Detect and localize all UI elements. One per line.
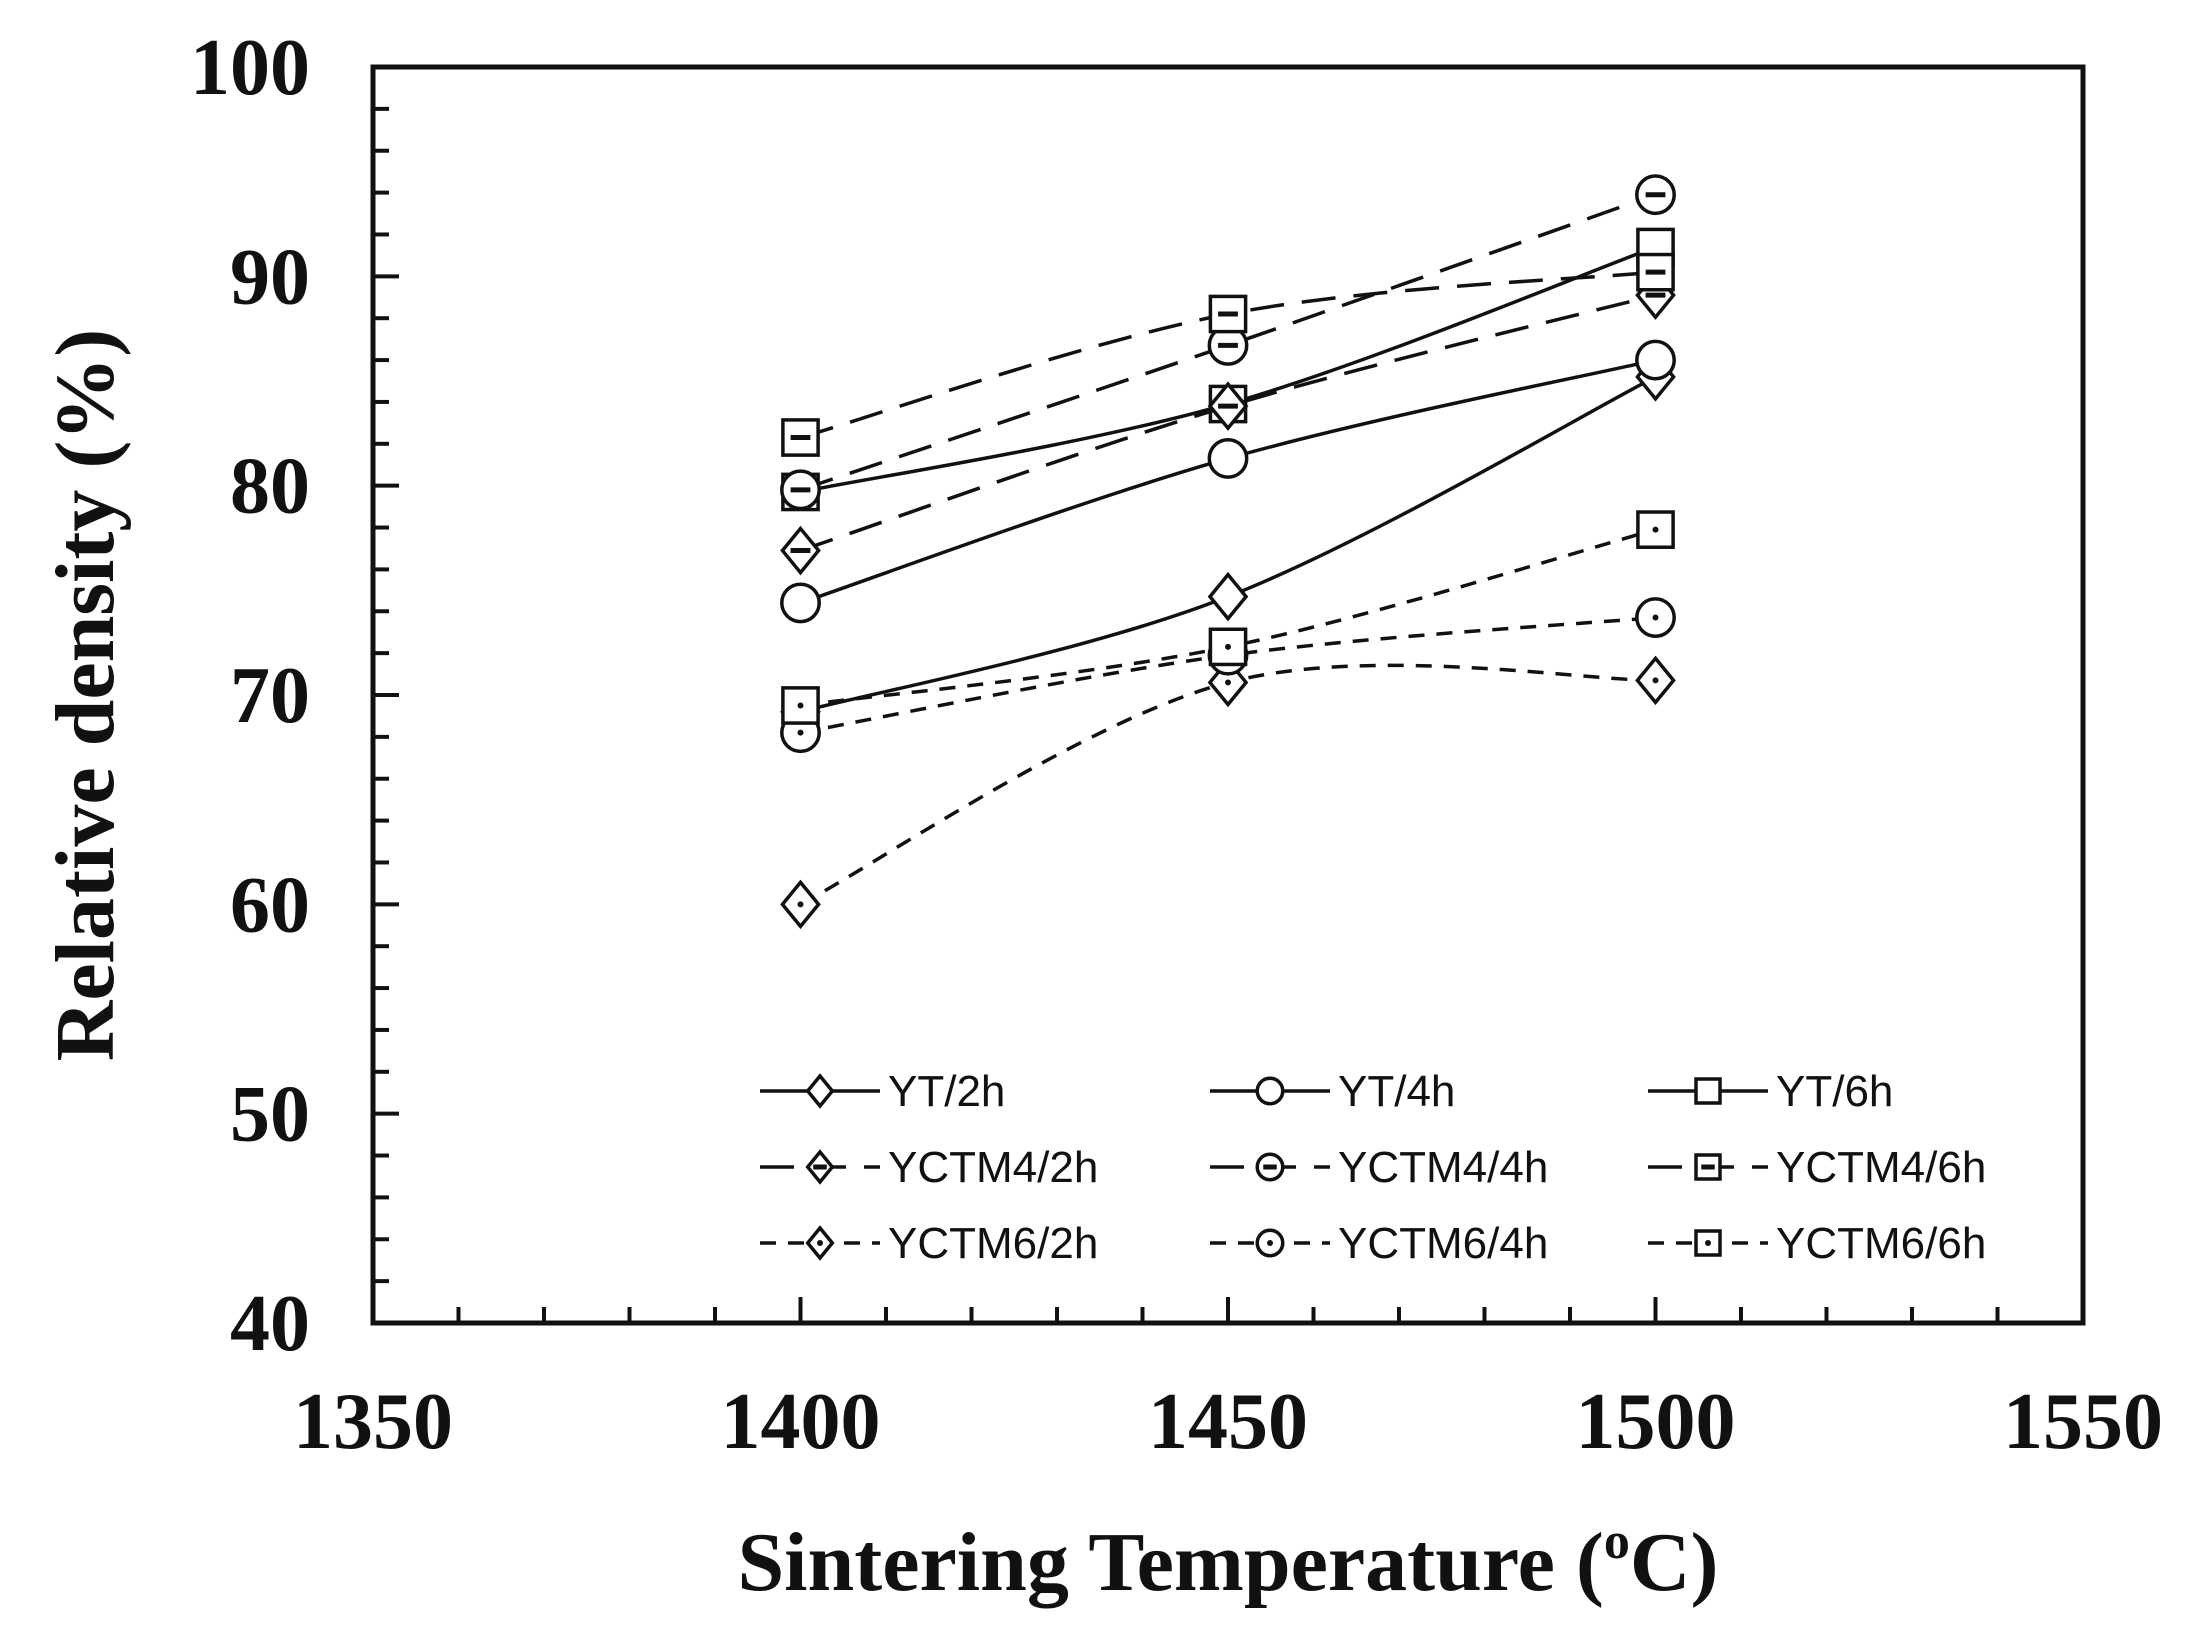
legend-marker bbox=[805, 1225, 835, 1261]
legend-label: YT/6h bbox=[1776, 1067, 1893, 1116]
marker-dot bbox=[1267, 1240, 1273, 1246]
data-point bbox=[1635, 597, 1676, 638]
legend-marker bbox=[805, 1073, 835, 1109]
legend-marker bbox=[1694, 1153, 1722, 1181]
legend-label: YCTM4/4h bbox=[1338, 1143, 1548, 1192]
legend-label: YT/2h bbox=[888, 1067, 1005, 1116]
y-tick-label: 80 bbox=[230, 443, 310, 531]
legend-marker bbox=[1694, 1077, 1722, 1105]
legend-marker bbox=[1255, 1076, 1285, 1106]
y-axis-title: Relative density (%) bbox=[39, 329, 132, 1062]
square-marker bbox=[1694, 1077, 1722, 1105]
legend-label: YCTM4/2h bbox=[888, 1143, 1098, 1192]
legend-label: YCTM6/4h bbox=[1338, 1219, 1548, 1268]
data-point bbox=[1635, 655, 1676, 706]
y-tick-label: 60 bbox=[230, 861, 310, 949]
x-tick-label: 1400 bbox=[721, 1378, 881, 1466]
x-axis-title: Sintering Temperature (oC) bbox=[737, 1513, 1718, 1609]
legend-marker bbox=[1255, 1152, 1285, 1182]
marker-dot bbox=[1705, 1240, 1711, 1246]
legend-item: YCTM6/4h bbox=[1210, 1219, 1548, 1268]
square-marker bbox=[1636, 510, 1675, 549]
legend-item: YCTM4/6h bbox=[1648, 1143, 1986, 1192]
marker-dot bbox=[1652, 526, 1659, 533]
legend-marker bbox=[805, 1149, 835, 1185]
data-point bbox=[1636, 510, 1675, 549]
diamond-marker bbox=[805, 1073, 835, 1109]
diamond-marker bbox=[1207, 571, 1249, 622]
legend-item: YCTM4/2h bbox=[760, 1143, 1098, 1192]
series-line bbox=[799, 293, 1656, 553]
legend-item: YT/6h bbox=[1648, 1067, 1893, 1116]
circle-marker bbox=[780, 582, 821, 624]
marker-dot bbox=[1652, 677, 1659, 684]
data-point bbox=[1208, 627, 1248, 667]
marker-dot bbox=[1225, 679, 1231, 686]
square-marker bbox=[1694, 1153, 1722, 1181]
legend-label: YCTM4/6h bbox=[1776, 1143, 1986, 1192]
legend: YT/2h YT/4h YT/6h YCTM4/2h YCTM4/4h YCTM4/6h Y… bbox=[760, 1067, 1986, 1268]
data-point bbox=[1207, 381, 1249, 431]
legend-marker bbox=[1694, 1229, 1722, 1257]
marker-dot bbox=[797, 729, 804, 736]
data-point bbox=[780, 469, 821, 511]
marker-dot bbox=[817, 1240, 823, 1246]
legend-item: YCTM6/2h bbox=[760, 1219, 1098, 1268]
legend-item: YCTM4/4h bbox=[1210, 1143, 1548, 1192]
legend-item: YT/2h bbox=[760, 1067, 1005, 1116]
y-tick-label: 90 bbox=[230, 233, 310, 321]
y-tick-label: 40 bbox=[230, 1280, 310, 1368]
legend-marker bbox=[1255, 1228, 1285, 1258]
circle-marker bbox=[1255, 1076, 1285, 1106]
y-tick-label: 50 bbox=[230, 1071, 310, 1159]
marker-dot bbox=[797, 702, 804, 709]
data-point bbox=[781, 686, 820, 725]
y-tick-label: 100 bbox=[190, 24, 310, 112]
data-point bbox=[1208, 294, 1248, 334]
circle-marker bbox=[1635, 339, 1676, 381]
x-axis: 1350 1400 1450 1500 1550 bbox=[293, 1297, 2163, 1466]
x-tick-label: 1350 bbox=[293, 1378, 453, 1466]
y-axis: 40 50 60 70 80 90 100 bbox=[190, 24, 399, 1368]
marker-dot bbox=[1652, 614, 1659, 621]
marker-dot bbox=[797, 901, 804, 908]
series-yctm6-4h bbox=[780, 597, 1676, 754]
data-point bbox=[780, 879, 821, 930]
series-yt-4h bbox=[780, 339, 1676, 624]
marker-dot bbox=[1225, 643, 1231, 650]
data-point bbox=[780, 525, 821, 576]
legend-item: YCTM6/6h bbox=[1648, 1219, 1986, 1268]
data-point bbox=[1207, 571, 1249, 622]
series-yctm6-2h bbox=[780, 655, 1676, 930]
legend-label: YT/4h bbox=[1338, 1067, 1455, 1116]
series-layer bbox=[780, 174, 1676, 930]
x-tick-label: 1450 bbox=[1148, 1378, 1308, 1466]
data-point bbox=[1635, 339, 1676, 381]
series-yctm4-6h bbox=[781, 252, 1675, 457]
data-point bbox=[1636, 252, 1675, 292]
legend-label: YCTM6/6h bbox=[1776, 1219, 1986, 1268]
series-yctm4-4h bbox=[780, 174, 1676, 511]
data-point bbox=[1207, 438, 1249, 479]
x-tick-label: 1550 bbox=[2003, 1378, 2163, 1466]
legend-label: YCTM6/2h bbox=[888, 1219, 1098, 1268]
series-yctm6-6h bbox=[781, 510, 1675, 725]
data-point bbox=[781, 418, 820, 457]
circle-marker bbox=[1207, 438, 1249, 479]
data-point bbox=[780, 582, 821, 624]
square-marker bbox=[1636, 252, 1675, 292]
series-line bbox=[799, 193, 1657, 492]
data-point bbox=[1635, 174, 1676, 216]
legend-item: YT/4h bbox=[1210, 1067, 1455, 1116]
y-tick-label: 70 bbox=[230, 652, 310, 740]
x-tick-label: 1500 bbox=[1576, 1378, 1736, 1466]
